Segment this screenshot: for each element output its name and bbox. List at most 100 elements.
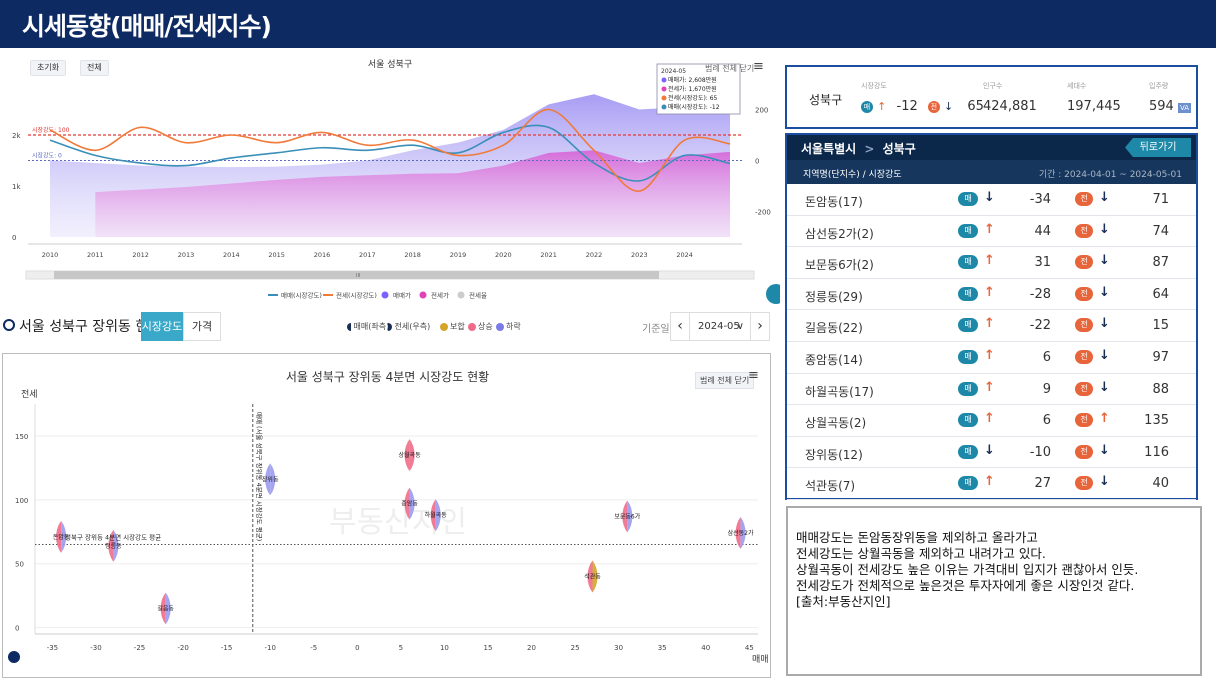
bubble-point[interactable]: 종암동 (401, 487, 418, 520)
table-header: 지역명(단지수) / 시장강도 기간 : 2024-04-01 ~ 2024-0… (787, 160, 1196, 184)
up-arrow-icon: ↑ (984, 379, 995, 395)
table-row[interactable]: 길음동(22) 매 ↑ -22 전 ↓ 15 (787, 310, 1196, 342)
comment-source: [출처:부동산지인] (796, 594, 891, 609)
sale-badge: 매 (958, 192, 978, 206)
dong-name[interactable]: 석관동(7) (805, 479, 856, 494)
flat-dot-icon (440, 322, 448, 331)
bubble-label: 길음동 (157, 604, 174, 612)
table-row[interactable]: 석관동(7) 매 ↑ 27 전 ↓ 40 (787, 468, 1196, 500)
up-arrow-icon: ↑ (984, 221, 995, 237)
chart-menu-icon[interactable]: ≡ (748, 368, 759, 383)
legend-label: 매매(시장강도) (281, 291, 322, 300)
dong-name[interactable]: 장위동(12) (805, 447, 863, 462)
bubble-right-half (61, 520, 67, 553)
jeonse-badge: 전 (1075, 286, 1093, 301)
dong-name[interactable]: 돈암동(17) (805, 195, 863, 209)
rise-dot-icon (468, 322, 476, 331)
sale-strength-value: -10 (1029, 444, 1051, 460)
chart-menu-icon[interactable]: ≡ (753, 59, 764, 74)
table-breadcrumb-bar: 서울특별시 > 성북구 뒤로가기 (787, 135, 1196, 160)
bubble-point[interactable]: 하월곡동 (425, 499, 448, 532)
bubble-point[interactable]: 정릉동 (105, 529, 122, 562)
table-row[interactable]: 삼선동2가(2) 매 ↑ 44 전 ↓ 74 (787, 216, 1196, 248)
dong-name[interactable]: 삼선동2가(2) (805, 226, 874, 241)
population-value: 424,881 (983, 99, 1037, 114)
table-row[interactable]: 보문동6가(2) 매 ↑ 31 전 ↓ 87 (787, 247, 1196, 279)
bubble-right-half (627, 500, 633, 533)
x-tick: 2018 (404, 251, 421, 259)
x-tick: 2023 (631, 251, 648, 259)
table-row[interactable]: 종암동(14) 매 ↑ 6 전 ↓ 97 (787, 342, 1196, 374)
dong-name[interactable]: 보문동6가(2) (805, 258, 874, 273)
dong-name[interactable]: 길음동(22) (805, 321, 863, 336)
back-button[interactable]: 뒤로가기 (1125, 138, 1191, 157)
bubble-point[interactable]: 돈암동 (53, 520, 70, 553)
legend-item-jeonse-right[interactable]: 전세(우측) (388, 321, 430, 332)
legend-item-rise[interactable]: 상승 (468, 321, 493, 332)
sale-badge: 매 (958, 413, 978, 428)
dong-name[interactable]: 상월곡동(2) (805, 416, 867, 431)
dong-name[interactable]: 하월곡동(17) (805, 384, 874, 399)
y-right-tick: 200 (755, 107, 768, 115)
x-tick: 2021 (540, 251, 557, 259)
bubble-point[interactable]: 길음동 (157, 592, 174, 625)
tab-price[interactable]: 가격 (183, 312, 221, 341)
prev-month-button[interactable]: ‹ (670, 312, 690, 341)
tooltip-dot-icon (661, 86, 667, 92)
breadcrumb-city[interactable]: 서울특별시 (801, 142, 857, 156)
dong-name[interactable]: 종암동(14) (805, 353, 863, 367)
tab-market-strength[interactable]: 시장강도 (141, 312, 183, 341)
move-in-detail-button[interactable]: VA (1177, 103, 1192, 113)
table-row[interactable]: 장위동(12) 매 ↓ -10 전 ↓ 116 (787, 437, 1196, 469)
legend-close-all-button[interactable]: 범례 전체 닫기 (705, 64, 755, 73)
legend-item-fall[interactable]: 하락 (496, 321, 521, 332)
bubble-point[interactable]: 삼선동2가 (728, 517, 754, 550)
down-arrow-icon: ↓ (984, 190, 995, 205)
sale-badge: 매 (861, 100, 873, 113)
down-arrow-icon: ↓ (1099, 348, 1110, 363)
x-tick: 25 (571, 644, 580, 652)
legend-item-flat[interactable]: 보합 (440, 321, 465, 332)
bubble-left-half (404, 439, 410, 472)
sale-badge: 매 (958, 444, 978, 459)
table-row[interactable]: 상월곡동(2) 매 ↑ 6 전 ↑ 135 (787, 405, 1196, 437)
y-tick: 100 (15, 497, 28, 505)
bubble-point[interactable]: 보문동6가 (614, 500, 641, 533)
x-tick: 2010 (42, 251, 59, 259)
legend-dot-icon (419, 291, 427, 299)
x-tick: -20 (177, 644, 188, 652)
zoom-all-button[interactable]: 전체 (80, 60, 109, 76)
table-row[interactable]: 하월곡동(17) 매 ↑ 9 전 ↓ 88 (787, 374, 1196, 406)
base-date-label: 기준일 (642, 324, 670, 335)
jeonse-strength-value: 40 (1152, 476, 1169, 492)
month-select[interactable]: 2024-05 ∨ (690, 312, 750, 341)
table-row[interactable]: 정릉동(29) 매 ↑ -28 전 ↓ 64 (787, 279, 1196, 311)
table-row[interactable]: 돈암동(17) 매 ↓ -34 전 ↓ 71 (787, 184, 1196, 216)
scrollbar-thumb (54, 271, 659, 279)
comment-line: 상월곡동이 전세강도 높은 이유는 가격대비 입지가 괜찮아서 인듯. (796, 562, 1139, 577)
x-tick: 2024 (676, 251, 693, 259)
bubble-label: 보문동6가 (614, 512, 640, 520)
price-trend-chart: 초기화 전체 범례 전체 닫기 ≡ 서울 성북구 2k 1k 0 200 0 -200 시장강… (0, 52, 786, 308)
bubble-point[interactable]: 장위동 (262, 463, 279, 496)
bubble-left-half (108, 529, 114, 562)
y-tick: 50 (15, 561, 24, 569)
y-tick: 150 (15, 433, 28, 441)
reset-zoom-button[interactable]: 초기화 (30, 60, 67, 76)
series-line-jeonse-strength (49, 108, 731, 192)
legend-item-sale-left[interactable]: 매매(좌측) (347, 321, 389, 332)
bubble-point[interactable]: 석관동 (584, 560, 601, 593)
legend-label: 매매(좌측) (353, 322, 390, 331)
bubble-label: 장위동 (262, 475, 279, 483)
breadcrumb: 서울특별시 > 성북구 (801, 140, 916, 157)
next-month-button[interactable]: › (750, 312, 770, 341)
bubble-label: 상월곡동 (399, 451, 422, 459)
jeonse-strength-value: 64 (1152, 286, 1169, 302)
legend-label: 전세가 (431, 291, 449, 300)
legend-close-all-button[interactable]: 범례 전체 닫기 (695, 372, 755, 389)
x-tick: 20 (527, 644, 536, 652)
bubble-point[interactable]: 상월곡동 (399, 439, 422, 472)
dong-name[interactable]: 정릉동(29) (805, 289, 863, 304)
